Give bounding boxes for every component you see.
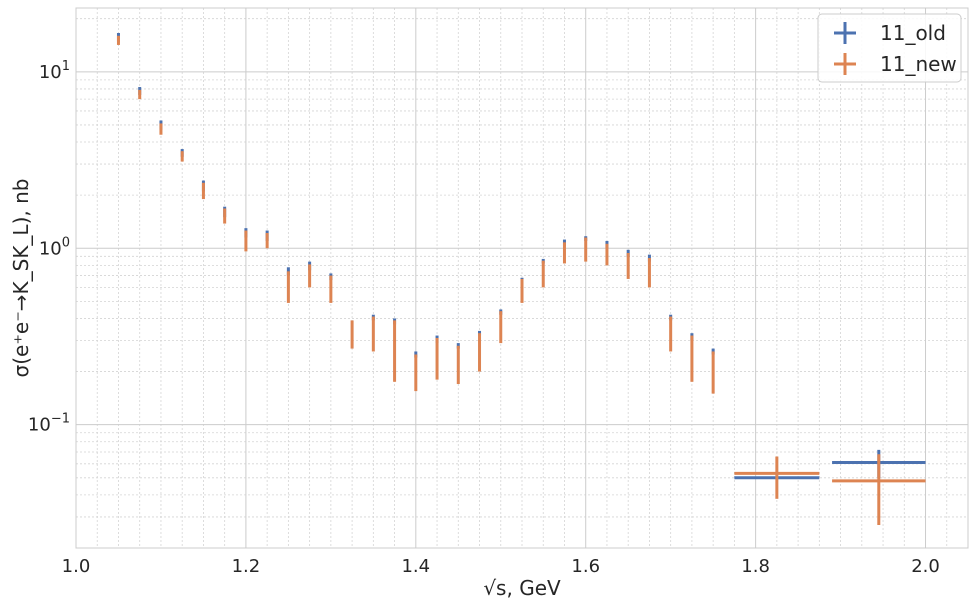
x-tick-label: 1.8 [741,556,770,577]
x-tick-label: 1.4 [401,556,430,577]
series-11_new [116,35,926,526]
legend-label: 11_new [880,52,957,76]
x-tick-label: 1.2 [232,556,261,577]
legend-label: 11_old [880,21,946,45]
x-axis-label: √s, GeV [483,576,561,600]
x-tick-label: 2.0 [911,556,940,577]
legend: 11_old 11_new [817,13,962,83]
major-grid [75,8,968,548]
y-tick-label: 100 [39,235,70,259]
x-tick-label: 1.6 [571,556,600,577]
x-tick-label: 1.0 [62,556,91,577]
y-axis-label: σ(e⁺e⁻→K_SK_L), nb [9,179,33,378]
plot-frame [75,7,969,549]
y-tick-label: 10−1 [28,412,70,436]
data-series [116,32,926,526]
x-tick-labels: 1.0 1.2 1.4 1.6 1.8 2.0 [62,556,940,577]
y-tick-labels: 10−1 100 101 [28,59,70,436]
y-tick-label: 101 [39,59,70,83]
